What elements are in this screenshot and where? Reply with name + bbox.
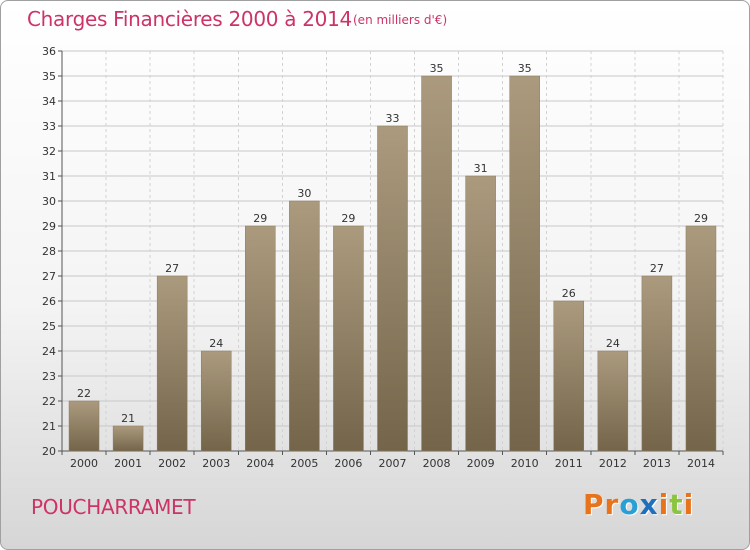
bar[interactable] bbox=[553, 300, 585, 452]
bar[interactable] bbox=[597, 350, 629, 452]
bar[interactable] bbox=[245, 225, 276, 452]
x-tick-label: 2013 bbox=[643, 457, 671, 470]
y-tick-label: 30 bbox=[42, 195, 56, 208]
bar-value-label: 35 bbox=[430, 62, 444, 75]
x-tick-label: 2005 bbox=[290, 457, 318, 470]
x-tick-label: 2001 bbox=[114, 457, 142, 470]
y-tick-label: 35 bbox=[42, 70, 56, 83]
y-tick-label: 22 bbox=[42, 395, 56, 408]
bar[interactable] bbox=[685, 225, 717, 452]
bar[interactable] bbox=[641, 275, 673, 452]
logo-letter: P bbox=[583, 488, 605, 521]
bar[interactable] bbox=[465, 175, 496, 452]
bar-value-label: 35 bbox=[518, 62, 532, 75]
data-labels: 22 21 27 24 29 30 29 33 35 31 35 26 24 27 29 bbox=[77, 62, 708, 425]
x-tick-labels: 2000 2001 2002 2003 2004 2005 2006 2007 2008 2009… bbox=[70, 457, 715, 470]
x-tick-label: 2003 bbox=[202, 457, 230, 470]
x-tick-label: 2002 bbox=[158, 457, 186, 470]
logo-letter: r bbox=[604, 488, 620, 521]
x-tick-label: 2010 bbox=[511, 457, 539, 470]
y-tick-labels: 20 21 22 23 24 25 26 27 28 29 30 31 32 33 34 35 36 bbox=[42, 45, 56, 458]
bar-value-label: 33 bbox=[386, 112, 400, 125]
logo-letter: t bbox=[669, 488, 684, 521]
bars bbox=[68, 75, 717, 452]
location-name: POUCHARRAMET bbox=[31, 495, 196, 519]
x-tick-label: 2006 bbox=[334, 457, 362, 470]
bar[interactable] bbox=[112, 425, 144, 452]
x-tick-label: 2009 bbox=[467, 457, 495, 470]
logo-letter: i bbox=[658, 488, 670, 521]
proxiti-logo[interactable]: Proxiti bbox=[583, 488, 694, 521]
bar[interactable] bbox=[333, 225, 364, 452]
logo-letter: o bbox=[619, 488, 640, 521]
x-tick-label: 2007 bbox=[379, 457, 407, 470]
logo-letter: x bbox=[639, 488, 659, 521]
bar-value-label: 24 bbox=[606, 337, 620, 350]
bar[interactable] bbox=[156, 275, 188, 452]
y-tick-label: 25 bbox=[42, 320, 56, 333]
logo-letter: i bbox=[683, 488, 695, 521]
y-tick-label: 32 bbox=[42, 145, 56, 158]
bar-value-label: 27 bbox=[650, 262, 664, 275]
x-tick-label: 2011 bbox=[555, 457, 583, 470]
bar-value-label: 30 bbox=[297, 187, 311, 200]
x-tick-label: 2014 bbox=[687, 457, 715, 470]
bar-value-label: 27 bbox=[165, 262, 179, 275]
y-tick-label: 23 bbox=[42, 370, 56, 383]
bar-value-label: 29 bbox=[253, 212, 267, 225]
chart-subtitle: (en milliers d'€) bbox=[353, 13, 448, 27]
x-tick-label: 2000 bbox=[70, 457, 98, 470]
x-tick-label: 2012 bbox=[599, 457, 627, 470]
y-tick-label: 27 bbox=[42, 270, 56, 283]
bar-value-label: 29 bbox=[694, 212, 708, 225]
y-tick-label: 28 bbox=[42, 245, 56, 258]
bar-value-label: 21 bbox=[121, 412, 135, 425]
y-tick-label: 33 bbox=[42, 120, 56, 133]
x-tick-label: 2004 bbox=[246, 457, 274, 470]
bar-value-label: 31 bbox=[474, 162, 488, 175]
bar[interactable] bbox=[200, 350, 232, 452]
bar-value-label: 26 bbox=[562, 287, 576, 300]
y-tick-label: 20 bbox=[42, 445, 56, 458]
y-tick-label: 34 bbox=[42, 95, 56, 108]
bar-value-label: 29 bbox=[341, 212, 355, 225]
y-tick-label: 29 bbox=[42, 220, 56, 233]
bar[interactable] bbox=[509, 75, 540, 452]
chart-title: Charges Financières 2000 à 2014 bbox=[27, 7, 352, 31]
y-tick-label: 36 bbox=[42, 45, 56, 58]
x-tick-label: 2008 bbox=[423, 457, 451, 470]
y-tick-label: 31 bbox=[42, 170, 56, 183]
y-tick-label: 21 bbox=[42, 420, 56, 433]
bar[interactable] bbox=[421, 75, 452, 452]
bar-value-label: 24 bbox=[209, 337, 223, 350]
y-tick-label: 24 bbox=[42, 345, 56, 358]
bar[interactable] bbox=[68, 400, 100, 452]
bar[interactable] bbox=[289, 200, 320, 452]
bar[interactable] bbox=[377, 125, 408, 452]
y-tick-label: 26 bbox=[42, 295, 56, 308]
bar-value-label: 22 bbox=[77, 387, 91, 400]
